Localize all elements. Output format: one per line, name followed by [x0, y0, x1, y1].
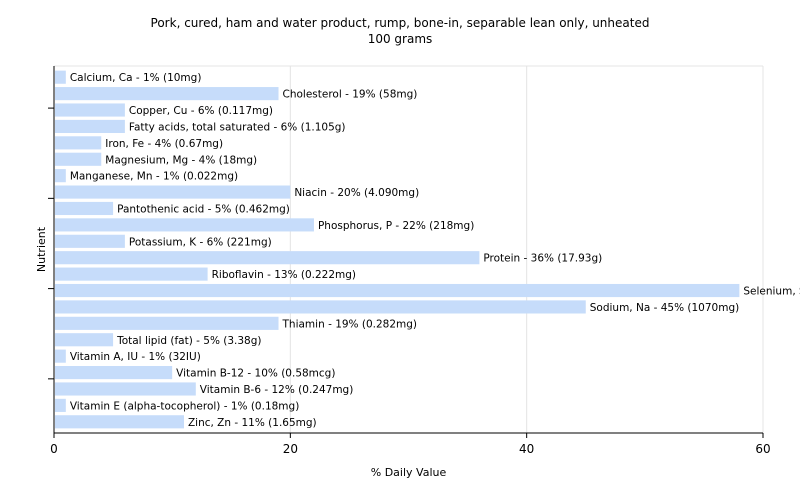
bar	[55, 283, 740, 298]
bar	[55, 234, 125, 248]
bar-label: Phosphorus, P - 22% (218mg)	[318, 220, 474, 232]
bar-label: Sodium, Na - 45% (1070mg)	[590, 302, 739, 314]
x-tick-label: 20	[283, 442, 298, 456]
bar-label: Calcium, Ca - 1% (10mg)	[70, 72, 202, 84]
bar-label: Magnesium, Mg - 4% (18mg)	[105, 154, 257, 166]
bar	[55, 267, 208, 281]
axes: 0 20 40 60	[48, 66, 771, 456]
chart-subtitle: 100 grams	[367, 32, 433, 46]
bar-label: Cholesterol - 19% (58mg)	[283, 89, 418, 101]
chart-title-block: Pork, cured, ham and water product, rump…	[0, 15, 800, 47]
x-tick-label: 60	[755, 442, 770, 456]
bar	[55, 152, 102, 166]
bar-label: Manganese, Mn - 1% (0.022mg)	[70, 171, 238, 183]
y-axis-title: Nutrient	[35, 226, 48, 272]
bar-label: Vitamin B-6 - 12% (0.247mg)	[200, 384, 354, 396]
bar	[55, 185, 291, 199]
bar-label: Niacin - 20% (4.090mg)	[294, 187, 419, 199]
bar-label: Vitamin A, IU - 1% (32IU)	[70, 351, 201, 363]
bar	[55, 382, 196, 396]
bar	[55, 119, 125, 133]
x-axis-title: % Daily Value	[371, 466, 447, 479]
bar-label: Protein - 36% (17.93g)	[483, 253, 602, 265]
bar	[55, 349, 66, 363]
bar	[55, 316, 279, 330]
bar-label: Potassium, K - 6% (221mg)	[129, 236, 272, 248]
x-tick-label: 0	[50, 442, 58, 456]
bar-label: Vitamin B-12 - 10% (0.58mcg)	[176, 368, 335, 380]
bar	[55, 218, 314, 232]
bar-label: Vitamin E (alpha-tocopherol) - 1% (0.18m…	[70, 400, 299, 412]
bar-label: Total lipid (fat) - 5% (3.38g)	[116, 335, 261, 347]
bar-label: Zinc, Zn - 11% (1.65mg)	[188, 417, 317, 429]
bar-label: Selenium, Se - 58% (40.3mcg)	[743, 286, 800, 298]
bar	[55, 251, 480, 265]
bar-label: Thiamin - 19% (0.282mg)	[282, 318, 418, 330]
bar	[55, 70, 66, 84]
bar-label: Pantothenic acid - 5% (0.462mg)	[117, 203, 290, 215]
bar	[55, 398, 66, 412]
bar	[55, 87, 279, 101]
bar-label: Riboflavin - 13% (0.222mg)	[212, 269, 356, 281]
chart-title: Pork, cured, ham and water product, rump…	[150, 16, 650, 30]
bar	[55, 136, 102, 150]
gridlines	[54, 65, 764, 433]
bar	[55, 300, 586, 314]
bar-label: Iron, Fe - 4% (0.67mg)	[105, 138, 223, 150]
bar-label: Copper, Cu - 6% (0.117mg)	[129, 105, 273, 117]
bar	[55, 169, 66, 183]
bar	[55, 201, 114, 216]
bars: Calcium, Ca - 1% (10mg) Cholesterol - 19%…	[55, 70, 800, 429]
bar-label: Fatty acids, total saturated - 6% (1.105…	[129, 121, 346, 133]
bar	[55, 415, 184, 429]
bar	[55, 103, 125, 117]
x-tick-label: 40	[519, 442, 534, 456]
bar	[55, 366, 173, 380]
bar	[55, 333, 114, 347]
